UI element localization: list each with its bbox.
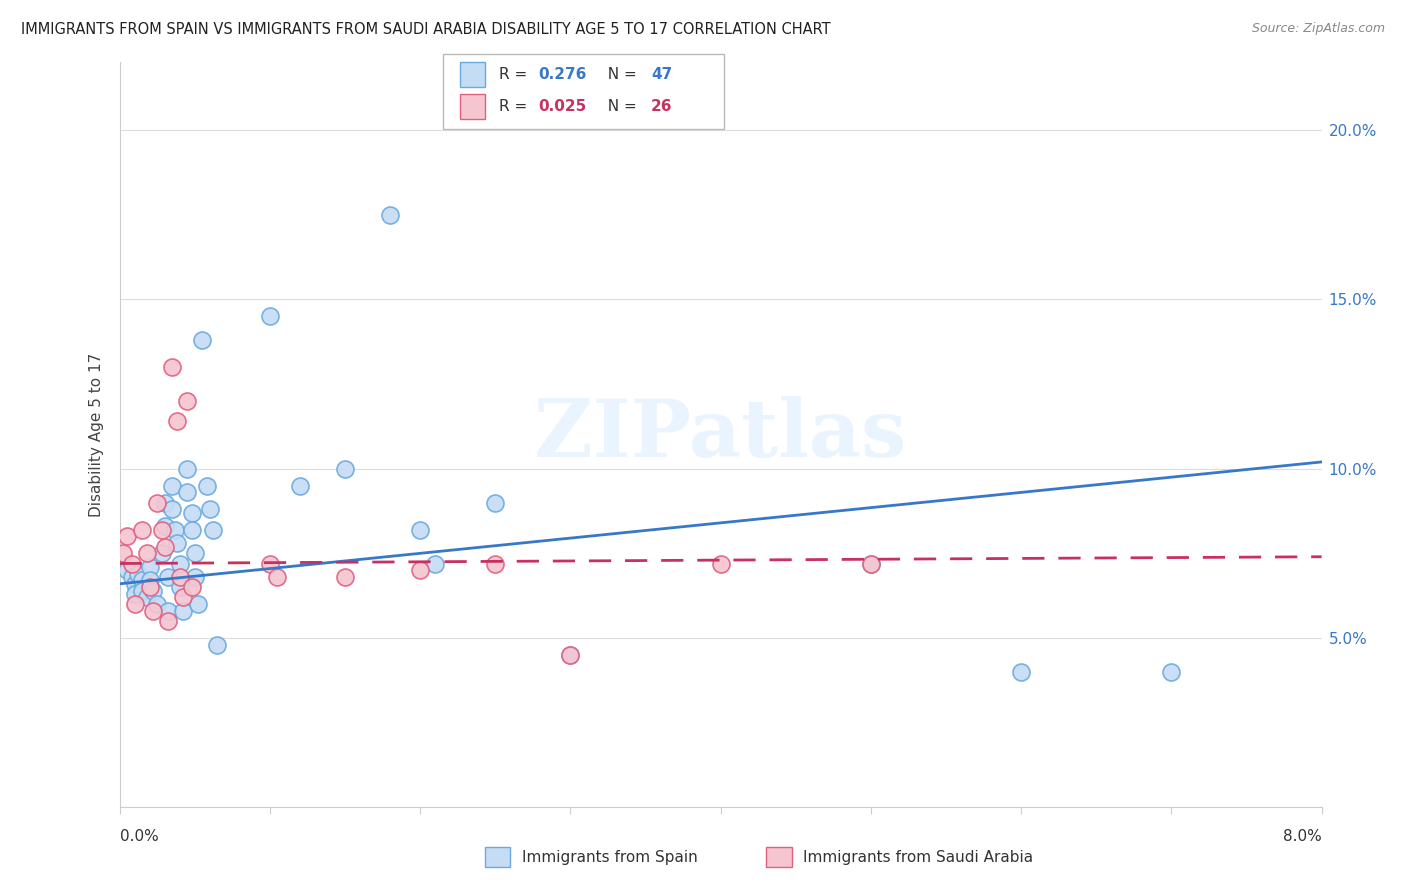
Point bbox=[183, 570, 205, 584]
Point bbox=[172, 604, 194, 618]
Point bbox=[1160, 665, 1182, 679]
Point bbox=[165, 523, 187, 537]
Text: 0.025: 0.025 bbox=[538, 99, 586, 113]
Point bbox=[176, 461, 198, 475]
Point bbox=[560, 648, 582, 662]
Point bbox=[142, 604, 165, 618]
Point bbox=[183, 546, 205, 560]
Text: N =: N = bbox=[598, 99, 641, 113]
Point bbox=[146, 495, 169, 509]
Text: 8.0%: 8.0% bbox=[1282, 830, 1322, 844]
Point bbox=[859, 557, 882, 571]
Point bbox=[146, 597, 169, 611]
Point bbox=[153, 519, 176, 533]
Point bbox=[124, 597, 146, 611]
Point bbox=[166, 536, 188, 550]
Text: R =: R = bbox=[499, 67, 533, 81]
Point bbox=[124, 587, 146, 601]
Text: Immigrants from Spain: Immigrants from Spain bbox=[522, 850, 697, 864]
Text: R =: R = bbox=[499, 99, 533, 113]
Point bbox=[191, 333, 214, 347]
Point bbox=[150, 546, 173, 560]
Point bbox=[205, 638, 228, 652]
Point bbox=[166, 414, 188, 428]
Point bbox=[169, 570, 191, 584]
Point bbox=[709, 557, 731, 571]
Text: 0.276: 0.276 bbox=[538, 67, 586, 81]
Text: 47: 47 bbox=[651, 67, 672, 81]
Point bbox=[135, 591, 157, 605]
Point bbox=[409, 563, 432, 577]
Point bbox=[423, 557, 446, 571]
Point bbox=[378, 208, 401, 222]
Point bbox=[156, 570, 179, 584]
Point bbox=[115, 529, 138, 543]
Point bbox=[153, 540, 176, 554]
Point bbox=[121, 557, 143, 571]
Point bbox=[150, 523, 173, 537]
Point bbox=[266, 570, 288, 584]
Point bbox=[409, 523, 432, 537]
Point bbox=[484, 557, 506, 571]
Y-axis label: Disability Age 5 to 17: Disability Age 5 to 17 bbox=[89, 352, 104, 517]
Point bbox=[195, 478, 218, 492]
Point bbox=[111, 546, 134, 560]
Point bbox=[160, 502, 183, 516]
Point bbox=[288, 478, 311, 492]
Point bbox=[560, 648, 582, 662]
Point bbox=[201, 523, 224, 537]
Point bbox=[121, 570, 143, 584]
Point bbox=[156, 614, 179, 628]
Point bbox=[131, 523, 153, 537]
Point bbox=[131, 574, 153, 588]
Point bbox=[859, 557, 882, 571]
Point bbox=[198, 502, 221, 516]
Point bbox=[153, 495, 176, 509]
Text: ZIPatlas: ZIPatlas bbox=[534, 396, 907, 474]
Point bbox=[484, 495, 506, 509]
Point bbox=[180, 580, 202, 594]
Point bbox=[259, 557, 281, 571]
Point bbox=[333, 461, 356, 475]
Point bbox=[135, 546, 157, 560]
Text: 0.0%: 0.0% bbox=[120, 830, 159, 844]
Point bbox=[187, 597, 209, 611]
Text: Immigrants from Saudi Arabia: Immigrants from Saudi Arabia bbox=[803, 850, 1033, 864]
Text: IMMIGRANTS FROM SPAIN VS IMMIGRANTS FROM SAUDI ARABIA DISABILITY AGE 5 TO 17 COR: IMMIGRANTS FROM SPAIN VS IMMIGRANTS FROM… bbox=[21, 22, 831, 37]
Point bbox=[1010, 665, 1032, 679]
Point bbox=[160, 478, 183, 492]
Point bbox=[172, 591, 194, 605]
Point bbox=[180, 506, 202, 520]
Point bbox=[176, 394, 198, 409]
Text: 26: 26 bbox=[651, 99, 672, 113]
Text: Source: ZipAtlas.com: Source: ZipAtlas.com bbox=[1251, 22, 1385, 36]
Text: N =: N = bbox=[598, 67, 641, 81]
Point bbox=[142, 583, 165, 598]
Point bbox=[333, 570, 356, 584]
Point bbox=[115, 563, 138, 577]
Point bbox=[169, 580, 191, 594]
Point bbox=[180, 523, 202, 537]
Point bbox=[156, 604, 179, 618]
Point bbox=[259, 310, 281, 324]
Point bbox=[138, 560, 160, 574]
Point bbox=[160, 360, 183, 375]
Point bbox=[131, 583, 153, 598]
Point bbox=[138, 580, 160, 594]
Point bbox=[138, 574, 160, 588]
Point bbox=[124, 577, 146, 591]
Point bbox=[169, 557, 191, 571]
Point bbox=[176, 485, 198, 500]
Point bbox=[127, 566, 149, 581]
